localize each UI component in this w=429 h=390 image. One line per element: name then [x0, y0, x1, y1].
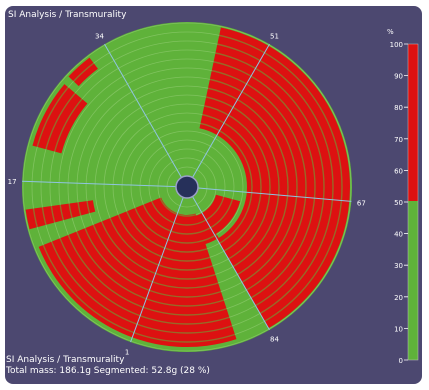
polar-spokes — [22, 43, 352, 343]
ring-gap — [112, 112, 262, 262]
colorbar-tick-label: 50 — [394, 199, 403, 207]
segment-label: 51 — [270, 32, 279, 40]
colorbar-tick-label: 0 — [399, 357, 403, 365]
scar-patch — [32, 84, 88, 154]
ring-gap — [148, 148, 226, 226]
colorbar-tick-label: 20 — [394, 294, 403, 302]
ring-gap — [67, 67, 307, 307]
ring-gap — [103, 103, 271, 271]
colorbar-unit-label: % — [387, 28, 394, 36]
scar-patch — [269, 139, 327, 257]
ring-gap — [157, 157, 217, 217]
ring-gap — [58, 58, 316, 316]
ring-gap — [94, 94, 280, 280]
ring-gap — [31, 31, 343, 343]
colorbar-tick-label: 40 — [394, 231, 403, 239]
ring-gap — [40, 40, 334, 334]
colorbar-tick-label: 60 — [394, 167, 403, 175]
colorbar-tick-label: 70 — [394, 136, 403, 144]
ring-gap — [85, 85, 289, 289]
colorbar-tick-label: 100 — [390, 41, 403, 49]
segment-label: 34 — [95, 32, 104, 40]
spoke-line — [22, 180, 188, 188]
ring-gap — [121, 121, 253, 253]
transmurality-panel: SI Analysis / Transmurality 51 67 84 1 17 34 … — [5, 6, 422, 384]
apex-center-icon — [175, 175, 199, 199]
spoke-line — [186, 186, 270, 331]
scar-segments — [22, 22, 352, 352]
ring-gap — [76, 76, 298, 298]
segmentation-summary: Total mass: 186.1g Segmented: 52.8g (28 … — [6, 366, 210, 376]
view-title: SI Analysis / Transmurality — [8, 10, 127, 20]
segment-label: 1 — [125, 348, 129, 356]
segment-label: 84 — [270, 336, 279, 344]
ring-gap — [139, 139, 235, 235]
segment-label: 17 — [8, 178, 17, 186]
colorbar-tick-label: 30 — [394, 262, 403, 270]
ring-gap — [166, 166, 208, 208]
ring-gap — [49, 49, 325, 325]
ring-gap — [130, 130, 244, 244]
spoke-line — [186, 43, 270, 188]
colorbar-tick-label: 80 — [394, 104, 403, 112]
spoke-line — [186, 186, 352, 202]
ring-gap — [22, 22, 352, 352]
spoke-line — [104, 43, 188, 188]
footer-title: SI Analysis / Transmurality — [6, 355, 125, 365]
spoke-line — [130, 186, 188, 343]
colorbar-tick-label: 10 — [394, 325, 403, 333]
colorbar-tick-label: 90 — [394, 73, 403, 81]
segment-label: 67 — [357, 199, 366, 207]
